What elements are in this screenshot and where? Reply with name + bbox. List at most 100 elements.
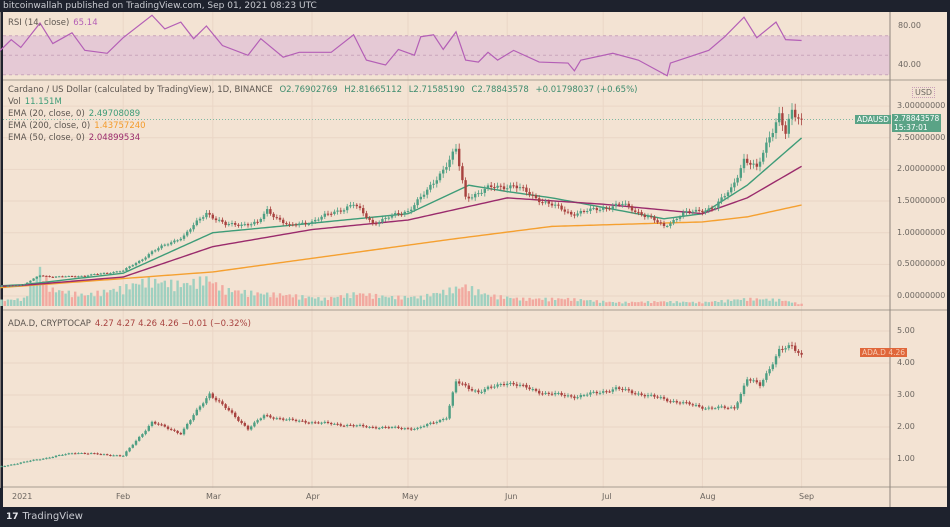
dominance-candle-body	[317, 422, 320, 424]
dominance-candle-body	[240, 420, 243, 424]
price-candle-body	[518, 187, 522, 189]
ema200-value: 1.43757240	[94, 121, 146, 131]
volume-bar	[256, 292, 259, 306]
price-candle-body	[634, 210, 637, 212]
volume-bar	[410, 296, 413, 306]
price-candle-body	[544, 201, 547, 203]
price-candle-body	[208, 212, 211, 215]
dominance-candle-body	[643, 395, 646, 397]
price-candle-body	[38, 275, 42, 277]
dominance-candle-body	[637, 393, 640, 395]
volume-bar	[381, 295, 384, 306]
dominance-candle-body	[778, 348, 781, 357]
dominance-candle-body	[784, 348, 787, 350]
footer-brand[interactable]: TradingView	[22, 511, 83, 522]
price-candle-body	[406, 211, 410, 213]
volume-bar	[525, 300, 528, 306]
volume-bar	[582, 300, 586, 306]
currency-button[interactable]: USD	[912, 87, 936, 98]
dominance-candle-body	[429, 422, 432, 425]
price-candle-body	[403, 211, 406, 215]
dominance-candle-body	[70, 453, 74, 455]
dominance-candle-body	[781, 348, 784, 350]
dominance-candle-body	[38, 459, 42, 461]
price-candle-body	[598, 209, 602, 211]
price-candle-body	[413, 205, 416, 210]
volume-bar	[672, 303, 675, 306]
volume-bars	[0, 266, 803, 306]
price-candle-body	[752, 163, 755, 165]
dominance-candle-body	[90, 453, 93, 455]
dominance-candle-body	[544, 392, 547, 394]
volume-bar	[614, 302, 618, 306]
price-candle-body	[592, 208, 595, 210]
dominance-candle-body	[42, 458, 45, 460]
dominance-candle-body	[739, 393, 742, 403]
dominance-tick: 5.00	[897, 326, 915, 335]
volume-bar	[128, 289, 131, 306]
volume-bar	[157, 283, 160, 306]
price-candle-body	[688, 210, 691, 213]
dominance-candle-body	[541, 393, 544, 395]
price-candle-body	[330, 213, 333, 215]
dominance-candle-body	[230, 410, 234, 413]
dominance-candle-body	[294, 419, 298, 421]
dominance-candle-body	[346, 424, 349, 426]
volume-bar	[518, 300, 522, 306]
ema20-name: EMA (20, close, 0)	[8, 109, 85, 119]
volume-bar	[717, 301, 720, 306]
volume-bar	[790, 302, 794, 306]
price-candle-body	[637, 211, 640, 213]
bar-countdown: 15:37:01	[894, 123, 928, 132]
dominance-candle-body	[410, 428, 413, 430]
price-candle-body	[326, 213, 330, 215]
volume-bar	[438, 293, 442, 306]
dominance-candle-body	[205, 398, 208, 404]
dominance-candle-body	[326, 421, 330, 423]
price-candle-body	[138, 260, 141, 264]
dominance-candle-body	[598, 392, 602, 394]
dominance-candle-body	[352, 425, 355, 427]
price-candle-body	[736, 177, 739, 183]
volume-bar	[630, 301, 634, 306]
dominance-candle-body	[406, 428, 410, 430]
price-candle-body	[170, 242, 173, 245]
dominance-candle-body	[93, 453, 96, 455]
volume-bar	[646, 301, 650, 306]
dominance-candle-body	[202, 403, 205, 407]
dominance-candle-body	[0, 466, 3, 468]
volume-bar	[253, 295, 256, 306]
volume-bar	[419, 295, 422, 306]
price-candle-body	[19, 284, 22, 286]
price-candle-body	[522, 187, 525, 189]
volume-bar	[61, 290, 64, 306]
price-candle-body	[243, 224, 246, 226]
volume-bar	[429, 296, 432, 306]
last-price: 2.78843578	[894, 114, 940, 123]
dominance-candle-body	[787, 345, 790, 349]
volume-bar	[269, 297, 272, 306]
dominance-candle-body	[163, 424, 166, 427]
dominance-candle-body	[314, 422, 317, 424]
volume-bar	[765, 298, 768, 306]
volume-bar	[560, 298, 563, 306]
volume-bar	[688, 302, 691, 306]
price-candle-body	[0, 286, 3, 288]
price-candle-body	[611, 206, 614, 210]
dominance-candle-body	[339, 424, 342, 426]
volume-bar	[336, 296, 339, 306]
price-candle-body	[774, 122, 778, 134]
dominance-candle-body	[397, 426, 400, 429]
price-candle-body	[384, 217, 387, 219]
volume-bar	[282, 295, 285, 306]
price-candle-body	[467, 196, 470, 199]
volume-bar	[278, 293, 282, 306]
volume-bar	[397, 295, 400, 306]
volume-bar	[186, 282, 189, 306]
volume-bar	[54, 292, 58, 306]
price-candle-body	[83, 275, 86, 277]
dominance-candle-body	[234, 412, 237, 418]
dominance-candle-body	[32, 459, 35, 461]
dominance-candle-body	[381, 426, 384, 429]
